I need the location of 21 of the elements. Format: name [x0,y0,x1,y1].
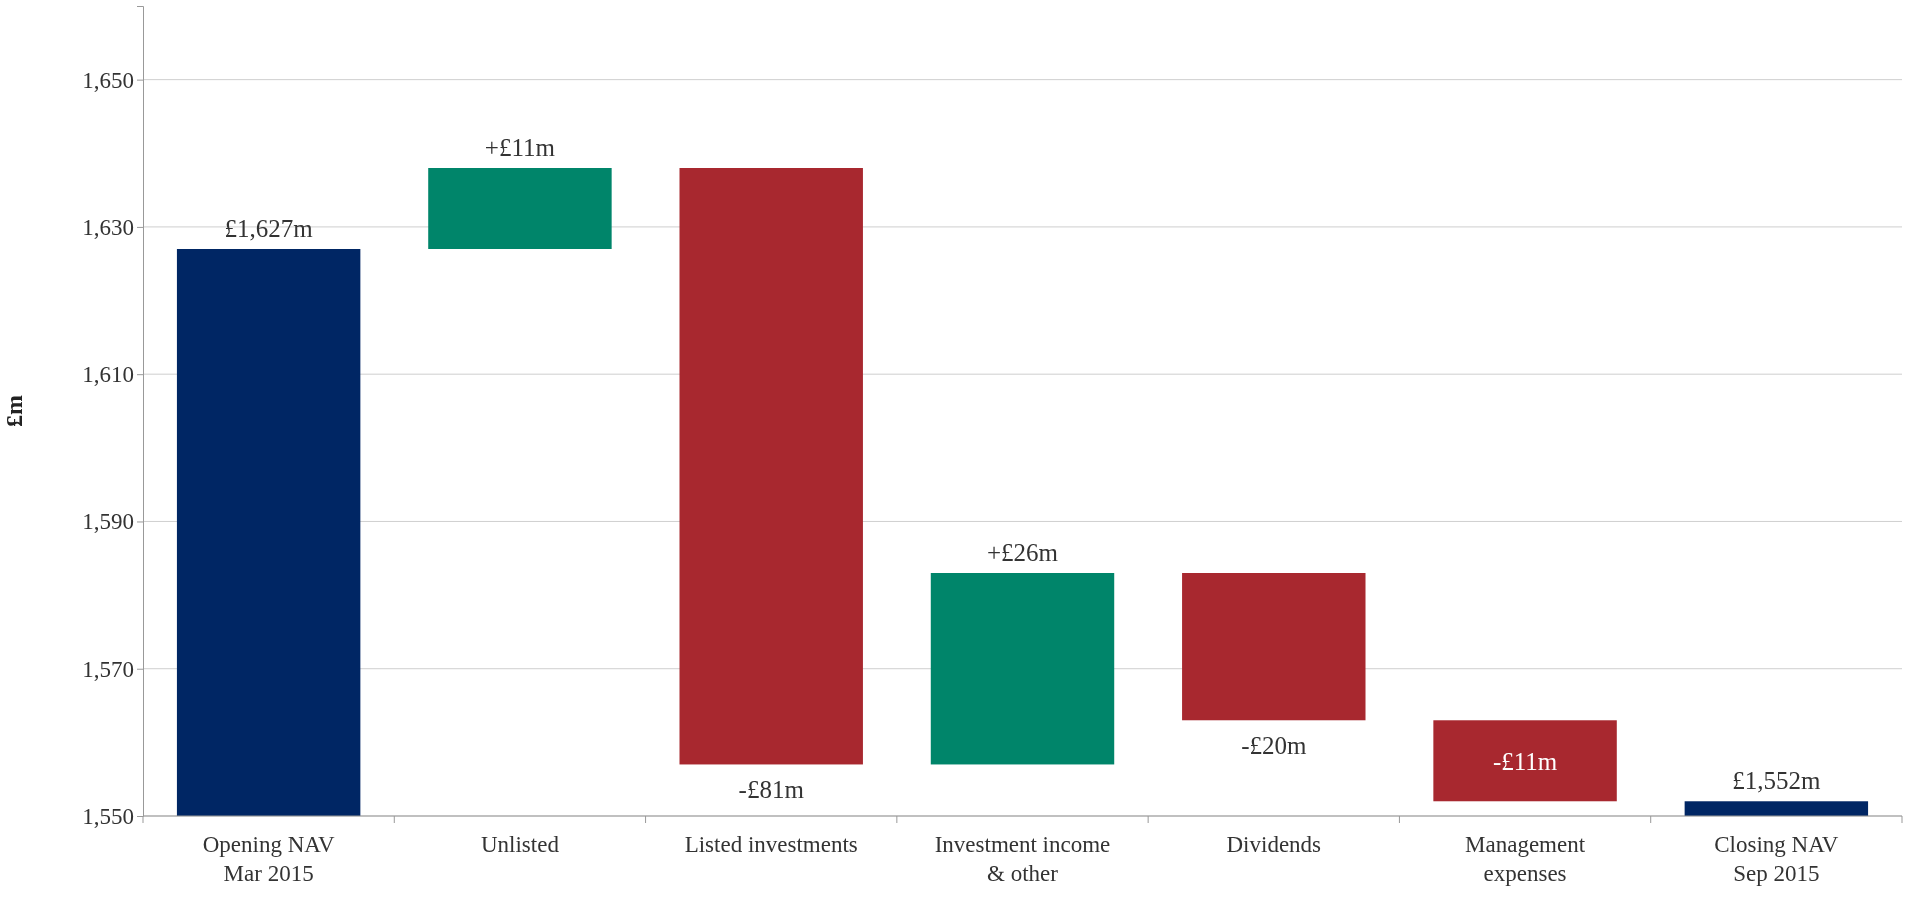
y-tick-label: 1,550 [82,803,134,829]
x-tick-label: Listed investments [684,832,858,857]
data-label: £1,627m [224,215,314,242]
y-tick-label: 1,650 [82,67,134,93]
x-tick-label: Opening NAV Mar 2015 [202,832,335,886]
y-tick-label: 1,630 [82,214,134,240]
y-axis-title: £m [1,395,27,427]
data-label: -£11m [1492,747,1558,775]
x-tick-label: Investment income & other [934,832,1111,886]
y-tick-label: 1,590 [82,509,134,535]
data-label: -£20m [1241,732,1307,760]
y-tick-label: 1,610 [82,362,134,388]
x-tick-label: Unlisted [480,832,560,857]
x-tick-label: Management expenses [1465,832,1586,886]
data-label: £1,552m [1732,767,1822,795]
data-label: -£81m [738,776,805,804]
data-label: +£11m [484,134,556,161]
x-tick-label: Dividends [1226,832,1322,857]
y-tick-label: 1,570 [82,656,134,682]
x-tick-label: Closing NAV Sep 2015 [1714,832,1839,886]
data-label: +£26m [986,539,1059,566]
